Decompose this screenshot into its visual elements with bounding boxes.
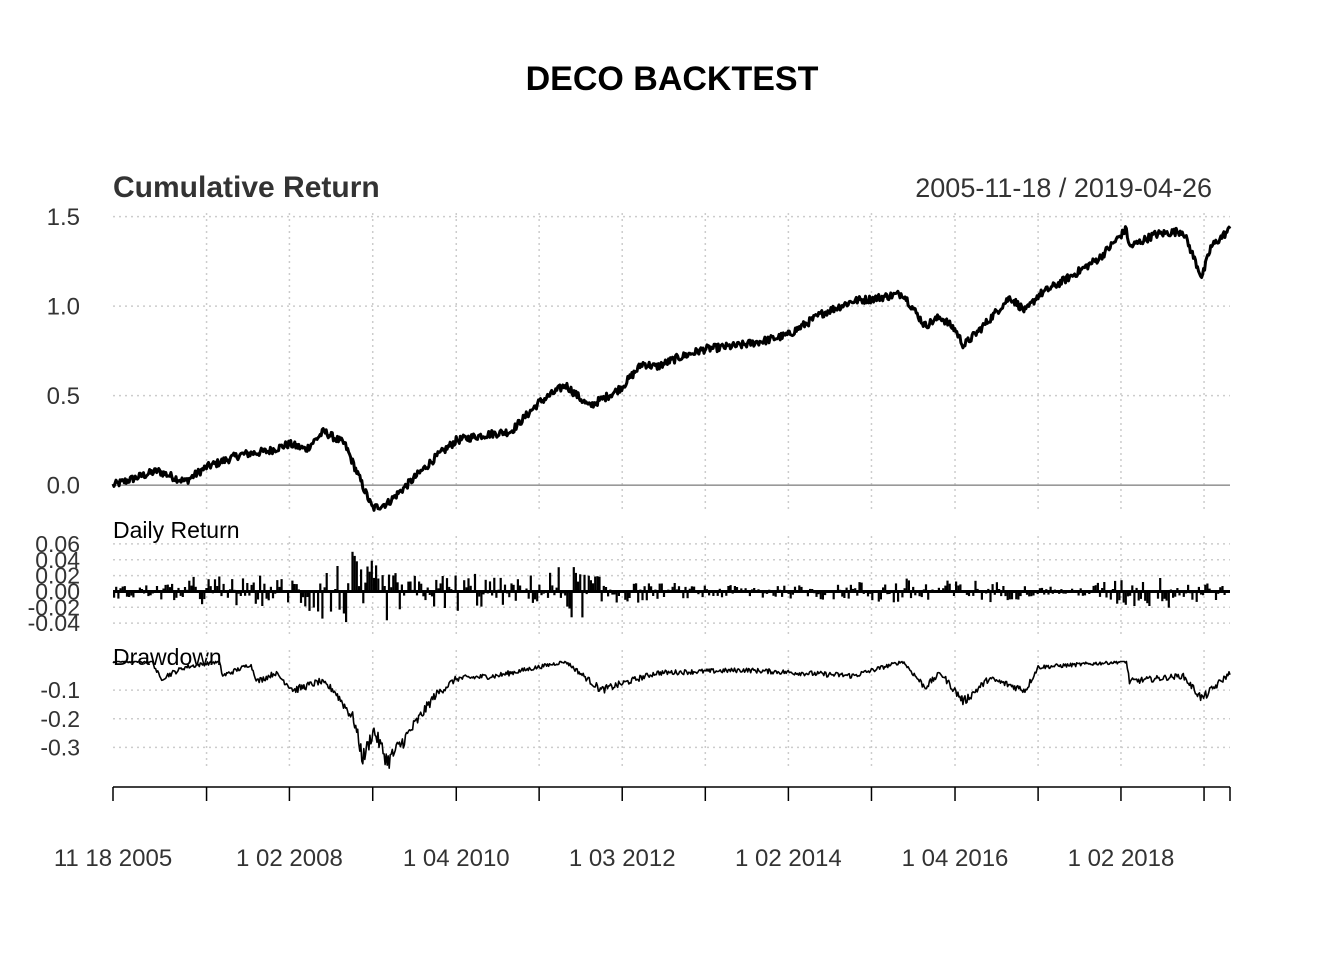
daily-return-panel-title: Daily Return <box>113 517 240 543</box>
y-tick-label: 0.06 <box>35 531 80 557</box>
x-tick-label: 1 04 2016 <box>902 845 1009 872</box>
x-tick-label: 1 02 2018 <box>1068 845 1175 872</box>
grid-layer <box>113 213 1230 766</box>
y-tick-label: -0.3 <box>40 734 80 760</box>
y-tick-label: 0.04 <box>35 547 80 573</box>
y-tick-label: 1.0 <box>47 294 80 321</box>
y-tick-label: 0.0 <box>47 473 80 500</box>
drawdown-line <box>112 660 1231 770</box>
x-tick-label: 11 18 2005 <box>54 845 172 872</box>
x-tick-label: 1 03 2012 <box>569 845 676 872</box>
period-label: 2005-11-18 / 2019-04-26 <box>915 173 1212 203</box>
x-tick-label: 1 02 2014 <box>735 845 842 872</box>
y-tick-label: 0.00 <box>35 578 80 604</box>
cumulative-panel-title: Cumulative Return <box>113 171 380 204</box>
y-tick-label: 0.02 <box>35 563 80 589</box>
y-tick-label: -0.04 <box>28 610 81 636</box>
y-tick-label: 0.5 <box>47 383 80 410</box>
y-tick-label: -0.2 <box>40 706 80 732</box>
y-tick-label: -0.02 <box>28 594 80 620</box>
x-axis: 11 18 2005 1 02 2008 1 04 2010 1 03 2012 1 0… <box>54 786 1231 872</box>
y-tick-label: 1.5 <box>47 204 80 231</box>
x-tick-label: 1 04 2010 <box>403 845 510 872</box>
figure-title: DECO BACKTEST <box>526 60 819 98</box>
daily-return-bars <box>112 551 1231 623</box>
y-tick-label: -0.1 <box>40 677 80 703</box>
series-line-layer <box>111 225 1232 770</box>
cumulative-return-line <box>111 225 1232 512</box>
x-tick-label: 1 02 2008 <box>236 845 343 872</box>
drawdown-panel-title: Drawdown <box>113 644 222 670</box>
tick-label-layer: 0.0 0.5 1.0 1.5 -0.04-0.020.000.020.040.06 -0… <box>28 204 81 760</box>
